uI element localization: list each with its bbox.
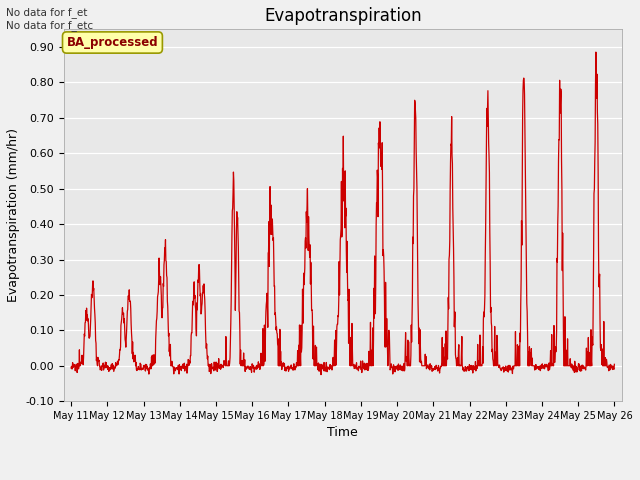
Legend: ET-Tower: ET-Tower [299,477,387,480]
X-axis label: Time: Time [327,426,358,440]
Text: BA_processed: BA_processed [67,36,158,49]
Title: Evapotranspiration: Evapotranspiration [264,7,422,25]
Y-axis label: Evapotranspiration (mm/hr): Evapotranspiration (mm/hr) [7,128,20,302]
Text: No data for f_et
No data for f_etc: No data for f_et No data for f_etc [6,7,93,31]
